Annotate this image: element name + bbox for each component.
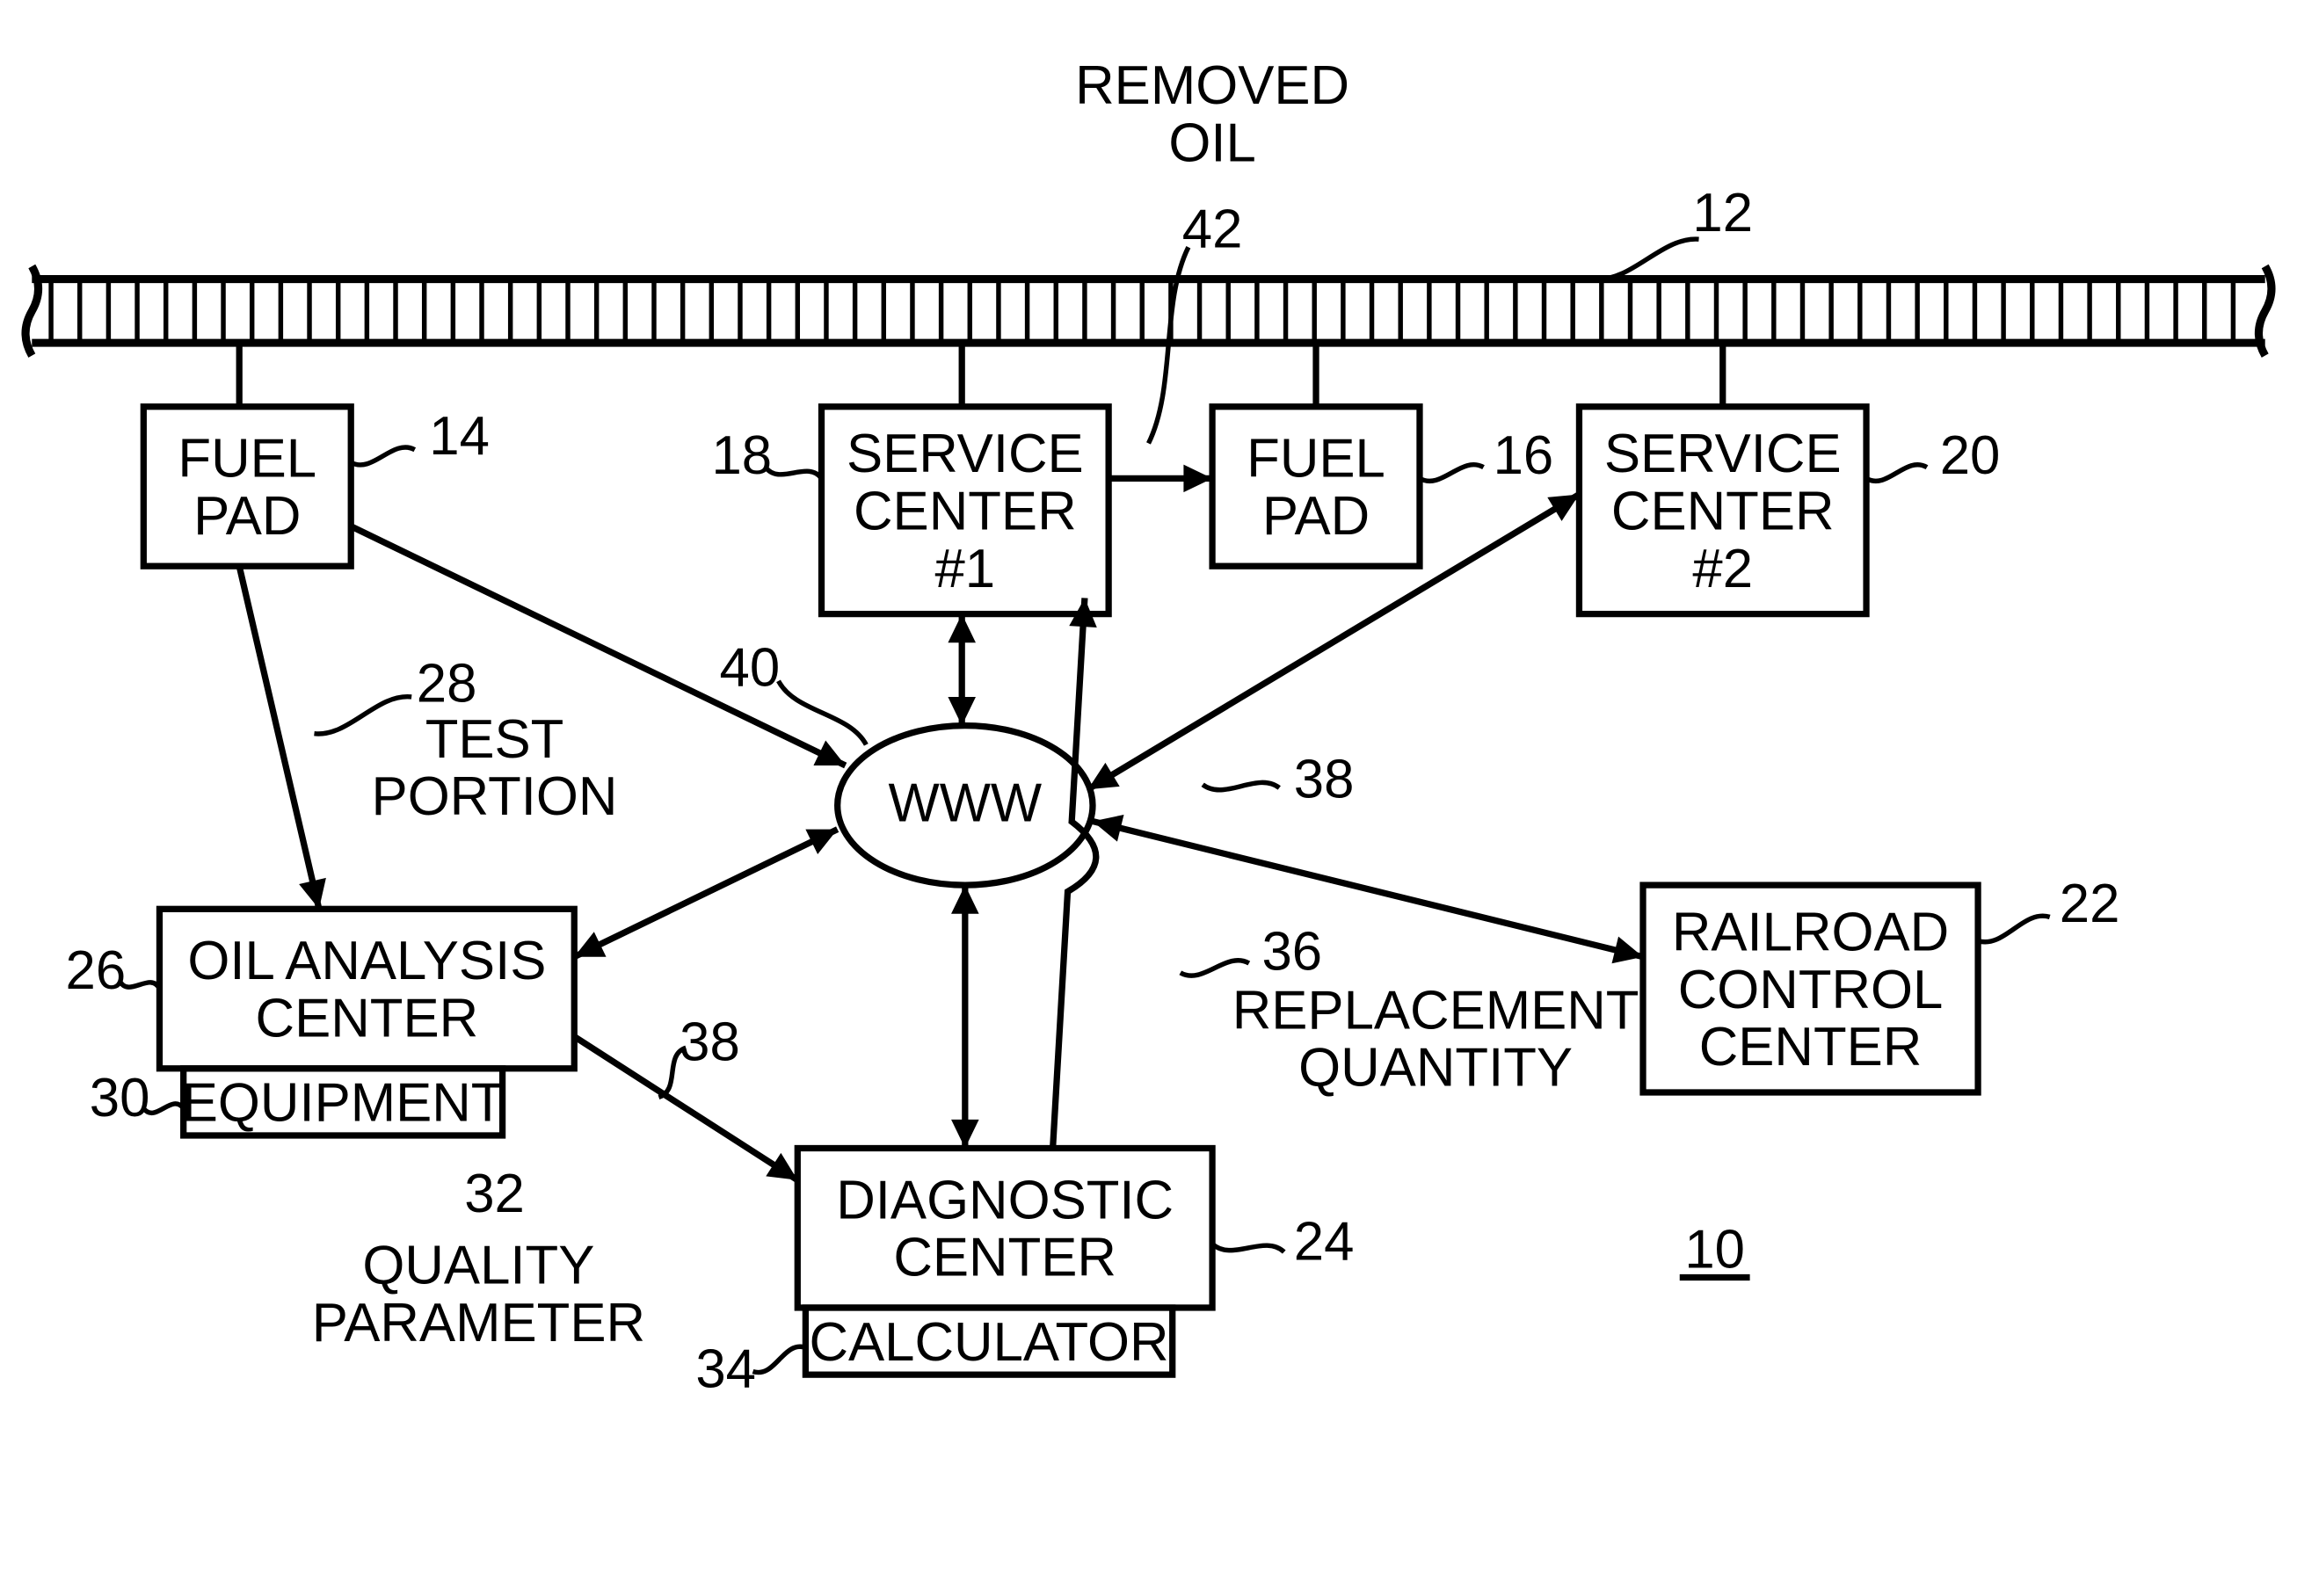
ref-34: 34 [695,1339,756,1400]
leader-38-right [1203,782,1279,789]
leader-16 [1420,465,1484,482]
annotation-removed-oil: REMOVEDOIL [1075,55,1349,173]
label-oil: OIL ANALYSISCENTER [187,931,546,1048]
svg-text:OIL: OIL [1168,112,1255,173]
ref-28: 28 [417,653,477,714]
leader-40 [779,681,867,745]
svg-text:CALCULATOR: CALCULATOR [810,1312,1169,1373]
ref-36: 36 [1261,921,1322,982]
svg-text:#1: #1 [935,539,996,599]
ref-24: 24 [1294,1212,1355,1273]
ref-16: 16 [1494,425,1554,486]
svg-text:REMOVED: REMOVED [1075,55,1349,116]
diagram-svg: FUELPADSERVICECENTER#1FUELPADSERVICECENT… [0,0,2297,1595]
svg-text:PORTION: PORTION [372,766,618,827]
svg-text:FUEL: FUEL [178,429,316,490]
annotation-quality-param: QUALITYPARAMETER [312,1236,645,1353]
svg-text:QUANTITY: QUANTITY [1298,1038,1573,1099]
edge-www-oil [574,830,837,957]
annotation-replacement-qty: REPLACEMENTQUANTITY [1232,980,1639,1098]
label-calc: CALCULATOR [810,1312,1169,1373]
svg-text:SERVICE: SERVICE [847,424,1084,484]
ref-22: 22 [2060,874,2120,934]
label-service2: SERVICECENTER#2 [1604,424,1842,599]
svg-text:PARAMETER: PARAMETER [312,1293,645,1353]
svg-text:FUEL: FUEL [1247,429,1385,490]
leader-22 [1978,916,2050,942]
ref-20: 20 [1940,425,2001,486]
svg-text:#2: #2 [1692,539,1753,599]
svg-text:SERVICE: SERVICE [1604,424,1842,484]
label-www: WWW [888,773,1042,834]
svg-text:REPLACEMENT: REPLACEMENT [1232,980,1639,1041]
annotation-test-portion: TESTPORTION [372,709,618,827]
leader-18 [766,468,822,479]
ref-12: 12 [1692,183,1753,243]
edge-fuelpad1-oil [239,566,319,909]
svg-text:CENTER: CENTER [1611,481,1835,541]
edge-www-rcc [1093,822,1643,957]
ref-30: 30 [90,1068,150,1128]
svg-text:EQUIPMENT: EQUIPMENT [182,1073,505,1134]
svg-text:CONTROL: CONTROL [1678,960,1944,1020]
ref-42: 42 [1182,199,1243,259]
svg-text:QUALITY: QUALITY [362,1236,594,1296]
leader-28 [314,697,411,734]
label-service1: SERVICECENTER#1 [847,424,1084,599]
leader-34 [752,1346,805,1372]
svg-text:CENTER: CENTER [854,481,1077,541]
ref-10: 10 [1684,1220,1745,1280]
leader-20 [1866,465,1927,482]
label-fuelpad2: FUELPAD [1247,429,1385,547]
svg-text:CENTER: CENTER [1699,1017,1923,1077]
svg-text:CENTER: CENTER [893,1228,1116,1288]
label-rcc: RAILROADCONTROLCENTER [1672,902,1949,1077]
leader-14 [351,447,415,465]
label-fuelpad1: FUELPAD [178,429,316,547]
ref-38-right: 38 [1294,749,1355,809]
leader-36 [1181,961,1249,976]
svg-text:PAD: PAD [193,486,301,547]
svg-text:PAD: PAD [1262,486,1370,547]
leader-24 [1212,1244,1284,1251]
ref-14: 14 [429,406,490,467]
ref-26: 26 [66,940,127,1001]
ref-32: 32 [464,1164,525,1224]
svg-text:CENTER: CENTER [256,988,479,1048]
svg-text:RAILROAD: RAILROAD [1672,902,1949,962]
svg-text:TEST: TEST [425,709,564,770]
ref-18: 18 [711,425,772,486]
label-diag: DIAGNOSTICCENTER [836,1170,1174,1288]
leader-12 [1596,239,1699,279]
ref-40: 40 [720,637,781,698]
label-equip: EQUIPMENT [182,1073,505,1134]
ref-38-left: 38 [680,1012,740,1073]
svg-text:OIL ANALYSIS: OIL ANALYSIS [187,931,546,991]
diagram-root: FUELPADSERVICECENTER#1FUELPADSERVICECENT… [0,0,2297,1595]
svg-text:WWW: WWW [888,773,1042,834]
edge-diag-service1 [1053,598,1096,1148]
svg-text:DIAGNOSTIC: DIAGNOSTIC [836,1170,1174,1230]
